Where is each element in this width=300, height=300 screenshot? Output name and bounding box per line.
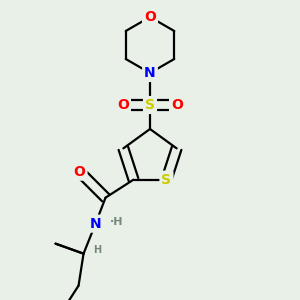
Text: O: O [171, 98, 183, 112]
Text: N: N [90, 217, 101, 231]
Text: S: S [145, 98, 155, 112]
Text: O: O [74, 165, 86, 179]
Text: S: S [161, 173, 172, 187]
Text: N: N [144, 66, 156, 80]
Text: O: O [144, 10, 156, 24]
Text: O: O [117, 98, 129, 112]
Text: ·H: ·H [110, 217, 123, 227]
Text: H: H [94, 245, 102, 255]
